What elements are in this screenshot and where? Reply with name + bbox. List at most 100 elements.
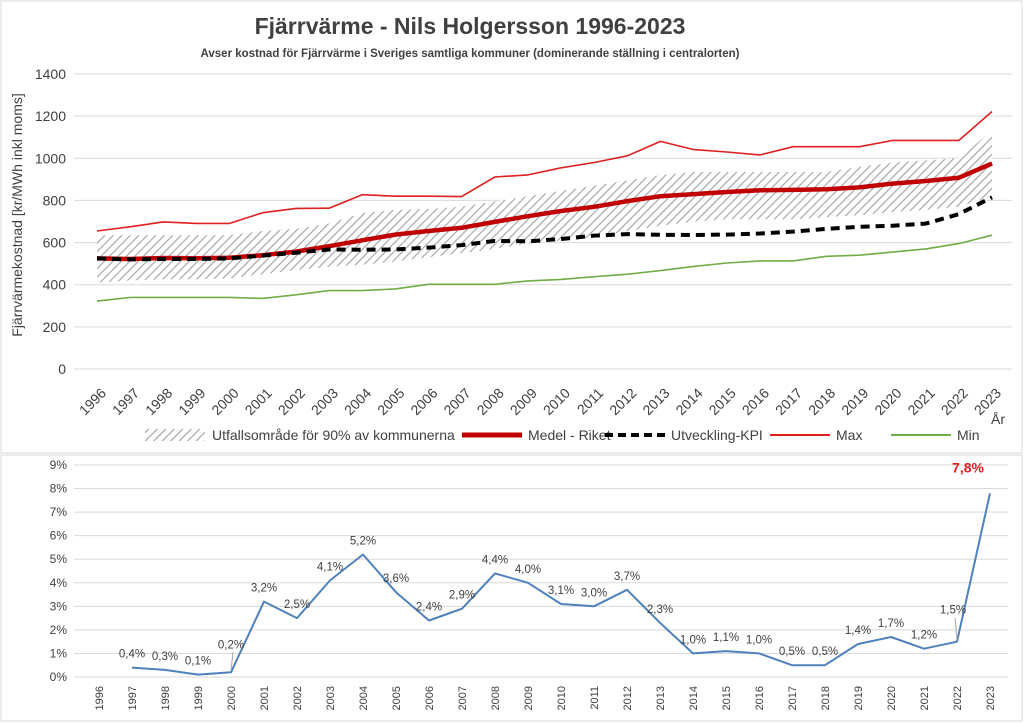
bottom-x-tick-label: 2022 [952, 686, 964, 710]
series-line-max [96, 110, 993, 232]
top-y-tick-label: 1000 [35, 150, 66, 166]
bottom-x-tick-label: 2011 [589, 686, 601, 710]
data-label-leader [230, 652, 234, 671]
legend: Utfallsområde för 90% av kommunerna Mede… [145, 427, 980, 443]
bottom-x-tick-label: 2017 [787, 686, 799, 710]
bottom-x-tick-label: 2018 [820, 686, 832, 710]
top-y-tick-label: 200 [43, 319, 67, 335]
data-label: 2,5% [284, 599, 310, 611]
top-series-lines [96, 110, 993, 302]
data-label: 1,2% [911, 630, 937, 642]
data-label: 1,7% [878, 618, 904, 630]
y-axis-label: Fjärrvärmekostnad [kr/MWh inkl moms] [9, 93, 25, 336]
data-label: 0,4% [119, 649, 145, 661]
bottom-y-tick-label: 6% [50, 529, 68, 543]
band-area [97, 130, 992, 283]
bottom-y-tick-label: 9% [50, 458, 68, 472]
data-label: 3,1% [548, 585, 574, 597]
data-label: 1,5% [940, 605, 966, 617]
bottom-y-tick-label: 0% [50, 670, 68, 684]
data-label: 1,0% [746, 634, 772, 646]
bottom-x-tick-label: 2008 [490, 686, 502, 710]
data-label: 0,5% [779, 646, 805, 658]
data-label: 3,6% [383, 573, 409, 585]
data-label-highlight: 7,8% [952, 459, 984, 475]
data-label: 0,1% [185, 656, 211, 668]
bottom-y-tick-label: 2% [50, 623, 68, 637]
data-label: 2,3% [647, 604, 673, 616]
bottom-x-tick-label: 2016 [754, 686, 766, 710]
data-label: 1,4% [845, 625, 871, 637]
legend-label-medel: Medel - Riket [528, 427, 611, 443]
chart-title: Fjärrvärme - Nils Holgersson 1996-2023 [255, 13, 686, 39]
data-label: 4,4% [482, 554, 508, 566]
top-y-tick-label: 1200 [35, 108, 66, 124]
bottom-x-tick-label: 2023 [985, 686, 997, 710]
bottom-y-tick-label: 5% [50, 552, 68, 566]
bottom-x-tick-label: 2015 [721, 686, 733, 710]
bottom-x-tick-label: 2014 [688, 686, 700, 710]
bottom-x-tick-label: 1996 [94, 686, 106, 710]
bottom-x-tick-label: 2007 [457, 686, 469, 710]
inflation-line [131, 493, 991, 676]
data-label: 2,9% [449, 590, 475, 602]
bottom-y-tick-label: 1% [50, 646, 68, 660]
data-label: 0,3% [152, 651, 178, 663]
top-y-tick-label: 800 [43, 192, 67, 208]
bottom-x-tick-label: 2009 [523, 686, 535, 710]
data-label: 3,7% [614, 571, 640, 583]
bottom-x-tick-label: 2021 [919, 686, 931, 710]
bottom-x-tick-label: 2006 [424, 686, 436, 710]
band-90-percent [97, 130, 992, 283]
bottom-x-tick-label: 2003 [325, 686, 337, 710]
bottom-x-tick-label: 1997 [127, 686, 139, 710]
bottom-y-tick-labels: 0% 1% 2% 3% 4% 5% 6% 7% 8% 9% [50, 458, 68, 684]
data-label: 5,2% [350, 536, 376, 548]
bottom-x-tick-label: 2019 [853, 686, 865, 710]
data-label: 4,1% [317, 561, 343, 573]
bottom-x-tick-label: 2005 [391, 686, 403, 710]
data-label: 3,0% [581, 587, 607, 599]
bottom-data-labels: 0,4% 0,3% 0,1% 0,2% 3,2% 2,5% 4,1% 5,2% 3,6% 2,4%… [119, 459, 985, 671]
legend-label-band: Utfallsområde för 90% av kommunerna [212, 427, 455, 443]
bottom-gridlines [74, 464, 1008, 678]
top-y-tick-label: 1400 [35, 66, 66, 82]
bottom-chart-border [0, 454, 1023, 722]
data-label-leader [954, 617, 958, 640]
bottom-y-tick-label: 7% [50, 505, 68, 519]
chart-subtitle: Avser kostnad för Fjärrvärme i Sveriges … [201, 48, 740, 60]
legend-label-max: Max [836, 427, 862, 443]
data-label: 3,2% [251, 583, 277, 595]
data-label: 1,0% [680, 634, 706, 646]
top-y-tick-labels: 0 200 400 600 800 1000 1200 1400 [35, 66, 66, 377]
series-line-medel-riket [96, 161, 993, 262]
bottom-x-tick-label: 1998 [160, 686, 172, 710]
legend-label-min: Min [957, 427, 980, 443]
x-axis-label: År [991, 411, 1005, 427]
bottom-y-tick-label: 3% [50, 599, 68, 613]
bottom-x-tick-label: 2010 [556, 686, 568, 710]
top-y-tick-label: 400 [43, 277, 67, 293]
data-label: 2,4% [416, 601, 442, 613]
bottom-x-tick-label: 2020 [886, 686, 898, 710]
top-y-tick-label: 0 [58, 361, 66, 377]
legend-label-kpi: Utveckling-KPI [671, 427, 763, 443]
data-label: 1,1% [713, 632, 739, 644]
bottom-x-tick-label: 2013 [655, 686, 667, 710]
bottom-x-tick-label: 2012 [622, 686, 634, 710]
bottom-y-tick-label: 8% [50, 482, 68, 496]
bottom-x-tick-label: 2002 [292, 686, 304, 710]
bottom-x-tick-labels: 1996 1997 1998 1999 2000 2001 2002 2003 2004 2005… [94, 686, 997, 710]
series-line-min [96, 234, 993, 302]
data-label: 0,5% [812, 646, 838, 658]
bottom-x-tick-label: 2004 [358, 686, 370, 710]
bottom-y-tick-label: 4% [50, 576, 68, 590]
top-y-tick-label: 600 [43, 235, 67, 251]
bottom-series-line [131, 493, 991, 676]
bottom-x-tick-label: 2001 [259, 686, 271, 710]
legend-swatch-band [145, 429, 205, 441]
bottom-x-tick-label: 2000 [226, 686, 238, 710]
bottom-x-tick-label: 1999 [193, 686, 205, 710]
